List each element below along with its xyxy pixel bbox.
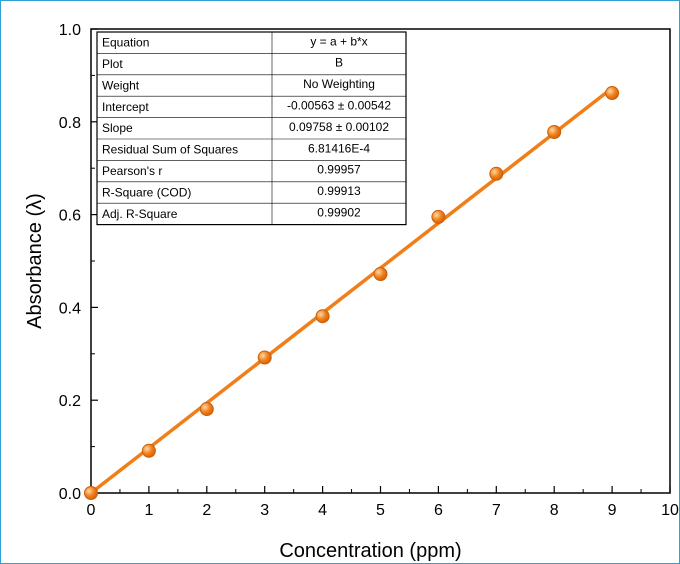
fit-table-value: 0.99902 [317,205,361,219]
y-axis-title: Absorbance (λ) [24,193,46,329]
fit-table-border [96,31,407,226]
y-tick-label: 0.6 [59,208,81,225]
x-tick-label: 0 [87,502,96,519]
data-point [84,486,98,500]
fit-table-value: y = a + b*x [310,34,367,48]
fit-line [89,86,614,495]
y-tick-label: 1.0 [59,22,81,39]
fit-results-table: Equation y = a + b*x Plot B Weight No Weighti… [96,31,407,226]
fit-table-label: Weight [102,78,140,92]
fit-table-label: Pearson's r [102,164,162,178]
data-point [315,309,330,324]
fit-table-value: 0.99913 [317,184,361,198]
fit-table-label: Plot [102,57,123,71]
y-tick-label: 0.4 [59,300,81,317]
fit-table-label: Slope [102,121,133,135]
fit-table-label: R-Square (COD) [102,185,191,199]
fit-table-value: 0.99957 [317,163,361,177]
y-tick-label: 0.2 [59,393,81,410]
fit-table-value: 0.09758 ± 0.00102 [289,120,389,134]
x-tick-label: 2 [202,502,211,519]
data-point [373,266,388,281]
plot-layer: 0 1 2 3 4 5 6 7 8 9 10 0.0 0.2 0.4 0.6 0.8 1.0 [59,22,679,519]
data-point [257,350,272,365]
data-point [141,443,156,458]
y-tick-label: 0.0 [59,486,81,503]
fit-table-value: -0.00563 ± 0.00542 [287,98,391,112]
data-point [605,86,620,101]
x-tick-label: 6 [434,502,443,519]
x-tick-label: 5 [376,502,385,519]
fit-table-label: Residual Sum of Squares [102,143,238,157]
x-tick-label: 10 [661,502,679,519]
x-tick-label: 8 [550,502,559,519]
y-tick-label: 0.8 [59,115,81,132]
fit-table-label: Equation [102,36,149,50]
data-point [547,125,562,140]
data-point [199,402,214,417]
data-point [489,166,504,181]
x-tick-label: 7 [492,502,501,519]
fit-table-label: Intercept [102,100,149,114]
fit-table-value: No Weighting [303,77,375,91]
fit-table-value: 6.81416E-4 [308,141,370,155]
x-tick-label: 4 [318,502,327,519]
x-tick-label: 1 [144,502,153,519]
x-tick-label: 3 [260,502,269,519]
x-axis-title: Concentration (ppm) [279,540,461,562]
x-tick-label: 9 [608,502,617,519]
fit-table-value: B [335,56,343,70]
fit-table-label: Adj. R-Square [102,207,178,221]
data-point [431,209,446,224]
